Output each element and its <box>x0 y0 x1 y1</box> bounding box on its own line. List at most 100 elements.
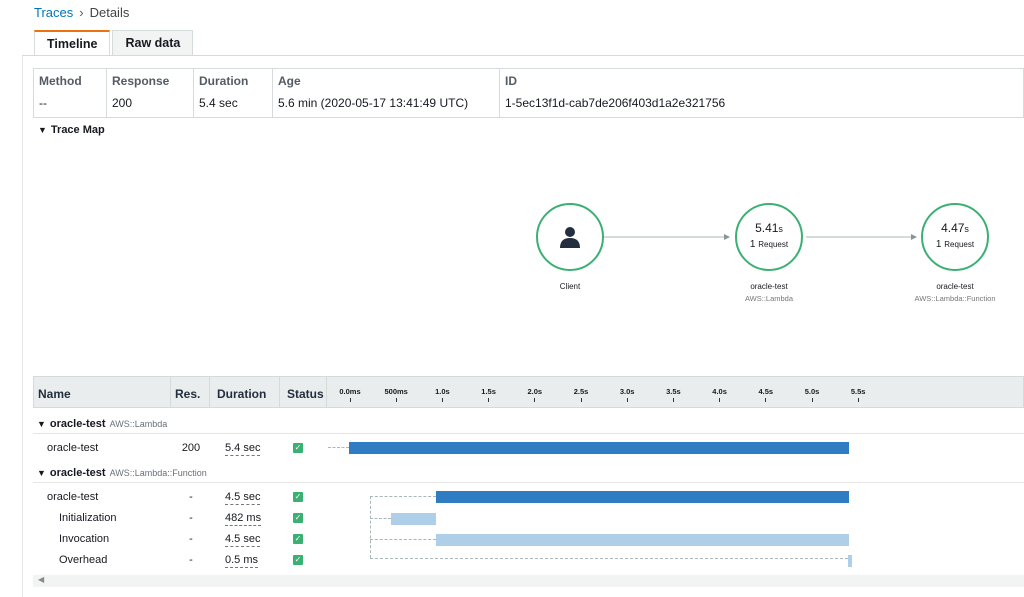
status-ok-icon: ✓ <box>293 513 303 523</box>
col-status-header[interactable]: Status <box>287 387 324 401</box>
summary-response: Response 200 <box>107 69 194 117</box>
row-name: Invocation <box>59 533 110 545</box>
time-tick-mark <box>441 398 443 402</box>
id-value: 1-5ec13f1d-cab7de206f403d1a2e321756 <box>505 96 726 110</box>
segment-bar[interactable] <box>848 555 852 567</box>
time-tick: 5.5s <box>840 387 876 402</box>
node1-label: oracle-test AWS::Lambda <box>699 282 839 303</box>
time-tick-mark <box>765 398 767 402</box>
time-tick-mark <box>719 398 721 402</box>
tab-raw-data[interactable]: Raw data <box>112 30 194 56</box>
trace-map-title: Trace Map <box>50 124 105 136</box>
row-duration[interactable]: 4.5 sec <box>225 491 261 505</box>
time-tick-label: 1.0s <box>435 387 450 396</box>
row-res: - <box>189 554 193 566</box>
arrowhead-icon <box>724 234 730 240</box>
time-tick-label: 3.0s <box>619 387 635 396</box>
content-frame <box>22 55 1024 597</box>
response-header: Response <box>112 74 170 88</box>
time-tick: 1.0s <box>424 387 460 402</box>
row-duration[interactable]: 4.5 sec <box>225 533 261 547</box>
id-header: ID <box>505 74 517 88</box>
horizontal-scrollbar[interactable]: ◀ <box>33 575 1024 587</box>
time-tick-mark <box>580 398 582 402</box>
trace-map-toggle[interactable]: ▼ Trace Map <box>38 124 105 136</box>
tab-timeline[interactable]: Timeline <box>34 30 111 56</box>
group-toggle-function[interactable]: ▼ oracle-test AWS::Lambda::Function <box>37 467 207 479</box>
group-toggle-lambda[interactable]: ▼ oracle-test AWS::Lambda <box>37 418 167 430</box>
col-duration-header[interactable]: Duration <box>217 387 267 401</box>
time-tick-mark <box>395 398 397 402</box>
scroll-left-icon[interactable]: ◀ <box>38 575 45 584</box>
summary-method: Method -- <box>34 69 107 117</box>
row-name: oracle-test <box>47 442 99 454</box>
col-res-header[interactable]: Res. <box>175 387 201 401</box>
time-tick-mark <box>534 398 536 402</box>
oracle-test-lambda-node[interactable]: 5.41s 1 Request <box>735 203 803 271</box>
row-duration[interactable]: 5.4 sec <box>225 442 261 456</box>
status-ok-icon: ✓ <box>293 492 303 502</box>
summary-age: Age 5.6 min (2020-05-17 13:41:49 UTC) <box>273 69 500 117</box>
status-ok-icon: ✓ <box>293 555 303 565</box>
segment-bar[interactable] <box>436 534 849 546</box>
time-tick: 3.0s <box>609 387 645 402</box>
node2-request-count: 1 <box>935 239 942 250</box>
group-name: oracle-test <box>49 418 106 430</box>
node1-request-count: 1 <box>749 239 756 250</box>
node2-latency-unit: s <box>964 224 969 234</box>
node1-name: oracle-test <box>750 282 788 291</box>
time-tick-mark <box>857 398 859 402</box>
timeline-offset <box>370 496 371 558</box>
breadcrumb: Traces › Details <box>34 5 129 20</box>
duration-value: 5.4 sec <box>199 96 238 110</box>
row-duration[interactable]: 0.5 ms <box>225 554 259 568</box>
node2-type: AWS::Lambda::Function <box>914 294 996 303</box>
divider <box>33 433 1024 434</box>
node2-requests: 1 Request <box>923 239 987 250</box>
time-tick-mark <box>626 398 628 402</box>
divider <box>33 482 1024 483</box>
summary-id: ID 1-5ec13f1d-cab7de206f403d1a2e321756 <box>500 69 1023 117</box>
age-header: Age <box>278 74 301 88</box>
response-value: 200 <box>112 96 133 110</box>
segment-bar[interactable] <box>436 491 849 503</box>
node1-latency-value: 5.41 <box>755 221 779 235</box>
row-duration[interactable]: 482 ms <box>225 512 262 526</box>
time-tick-label: 5.5s <box>850 387 866 396</box>
column-divider <box>279 377 280 407</box>
segment-bar[interactable] <box>391 513 436 525</box>
time-tick-label: 3.5s <box>666 387 681 396</box>
time-tick-mark <box>349 398 351 402</box>
row-res: - <box>189 512 193 524</box>
node2-latency-value: 4.47 <box>941 221 965 235</box>
time-tick-label: 5.0s <box>804 387 820 396</box>
time-tick: 0.0ms <box>332 387 368 402</box>
client-label: Client <box>500 282 640 291</box>
timeline-offset <box>370 558 848 559</box>
row-name: Overhead <box>59 554 108 566</box>
time-tick-label: 2.5s <box>573 387 589 396</box>
caret-down-icon: ▼ <box>37 468 46 478</box>
tabs: Timeline Raw data <box>34 30 195 56</box>
col-name-header[interactable]: Name <box>38 387 71 401</box>
status-ok-icon: ✓ <box>293 534 303 544</box>
node1-type: AWS::Lambda <box>744 294 794 303</box>
node2-request-label: Request <box>944 240 975 249</box>
node1-requests: 1 Request <box>737 239 801 250</box>
row-res: - <box>189 533 193 545</box>
time-tick-label: 4.5s <box>758 387 774 396</box>
time-tick: 4.5s <box>748 387 784 402</box>
time-tick: 4.0s <box>702 387 738 402</box>
node2-label: oracle-test AWS::Lambda::Function <box>885 282 1024 303</box>
caret-down-icon: ▼ <box>38 125 47 135</box>
timeline-offset <box>328 447 349 448</box>
time-tick: 3.5s <box>655 387 691 402</box>
segment-bar[interactable] <box>349 442 849 454</box>
breadcrumb-traces-link[interactable]: Traces <box>34 5 74 20</box>
time-tick-mark <box>811 398 813 402</box>
time-tick: 500ms <box>378 387 414 402</box>
oracle-test-function-node[interactable]: 4.47s 1 Request <box>921 203 989 271</box>
time-tick: 2.0s <box>517 387 553 402</box>
row-name: oracle-test <box>47 491 99 503</box>
client-node[interactable] <box>536 203 604 271</box>
